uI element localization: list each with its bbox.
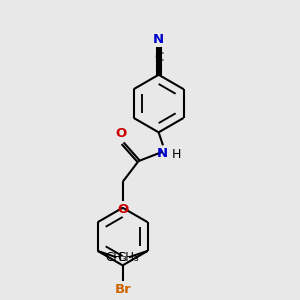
Text: C: C bbox=[154, 51, 163, 64]
Text: CH₃: CH₃ bbox=[106, 251, 128, 264]
Text: N: N bbox=[157, 147, 168, 160]
Text: N: N bbox=[153, 33, 164, 46]
Text: H: H bbox=[172, 148, 182, 160]
Text: O: O bbox=[117, 203, 128, 216]
Text: O: O bbox=[116, 128, 127, 140]
Text: CH₃: CH₃ bbox=[118, 251, 140, 264]
Text: Br: Br bbox=[114, 283, 131, 296]
